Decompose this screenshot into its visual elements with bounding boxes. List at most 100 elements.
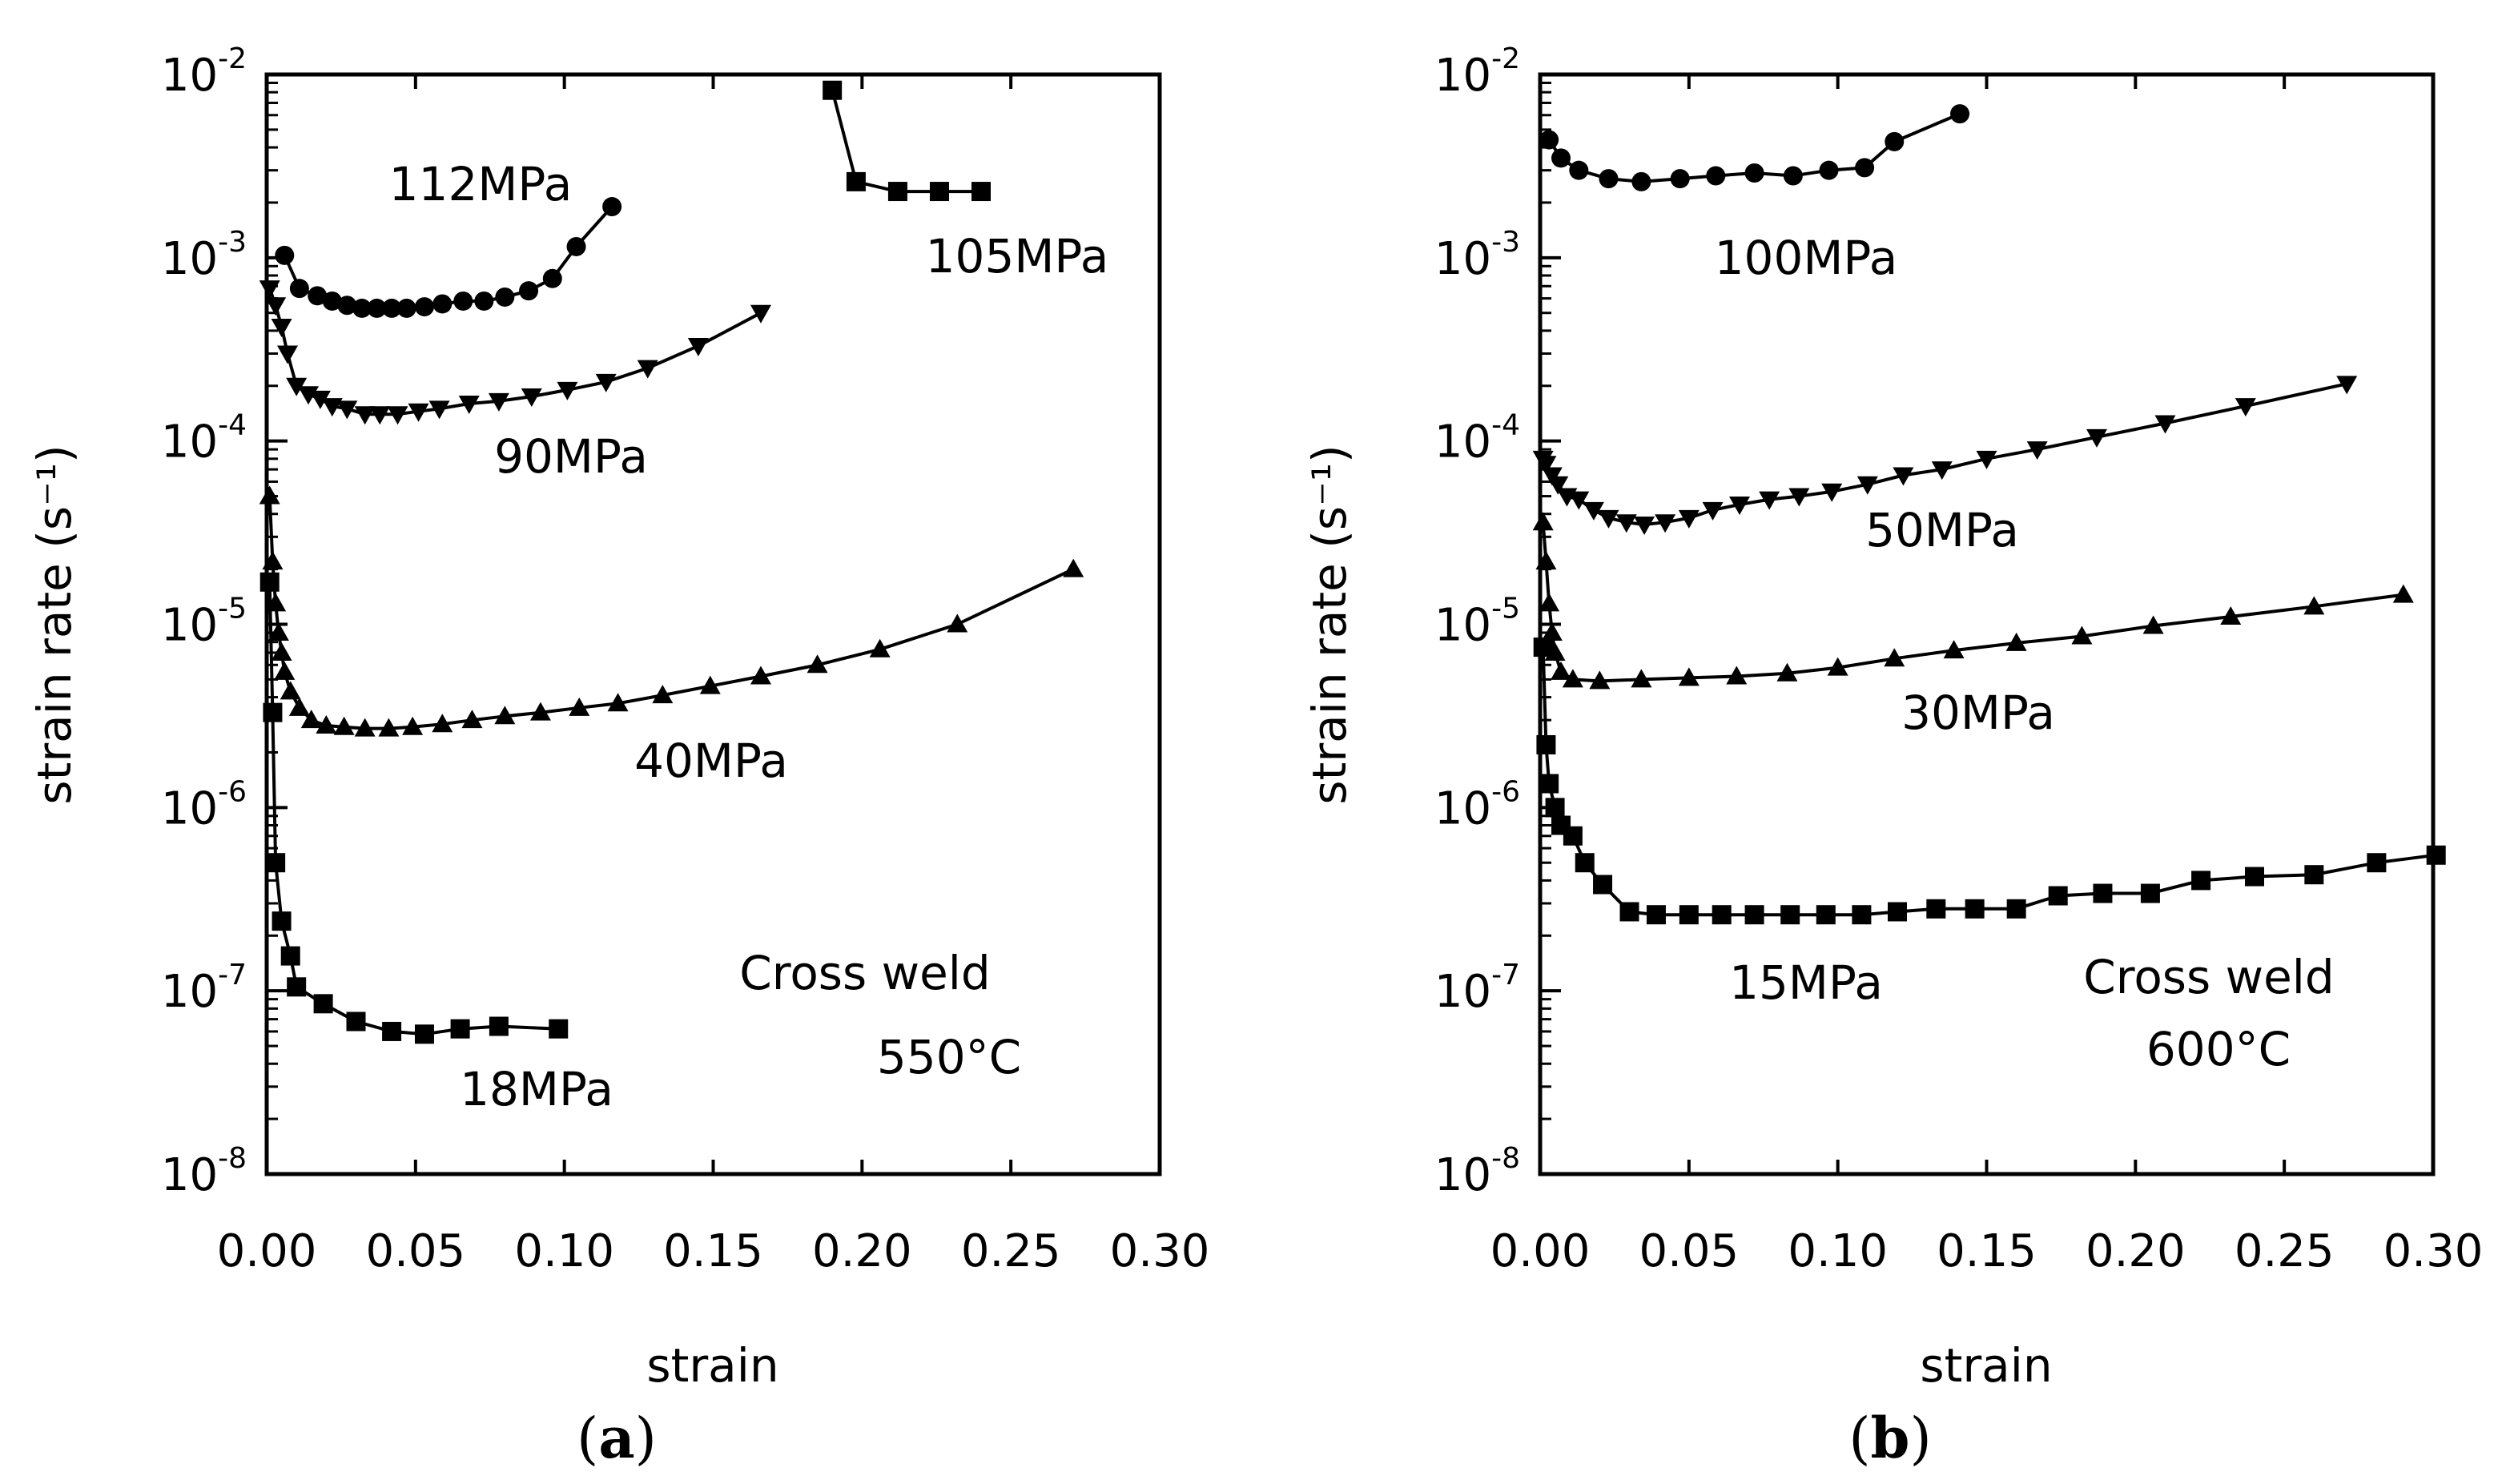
data-point-40mpa-13 (402, 716, 424, 735)
data-point-40mpa-1 (262, 551, 284, 570)
data-point-15mpa-23 (2191, 871, 2211, 891)
panel-label-a: (a) (577, 1405, 657, 1471)
data-point-15mpa-20 (2048, 886, 2068, 906)
data-point-100mpa-4 (1631, 171, 1651, 191)
series-line-90mpa (267, 288, 762, 416)
series-label-112mpa: 112MPa (389, 157, 573, 211)
data-point-50mpa-6 (1583, 501, 1604, 521)
data-point-90mpa-16 (521, 388, 542, 408)
data-point-90mpa-4 (286, 377, 308, 396)
data-point-90mpa-19 (637, 360, 658, 379)
data-point-30mpa-0 (1532, 512, 1554, 531)
data-point-112mpa-2 (308, 286, 328, 306)
data-point-30mpa-20 (2392, 584, 2414, 603)
data-point-90mpa-18 (595, 373, 617, 392)
data-point-40mpa-9 (316, 715, 337, 734)
data-point-50mpa-14 (1759, 491, 1780, 510)
data-point-18mpa-9 (414, 1024, 434, 1044)
data-point-50mpa-15 (1788, 488, 1810, 507)
data-point-15mpa-0 (1533, 637, 1553, 658)
data-point-50mpa-13 (1729, 497, 1751, 516)
data-point-50mpa-12 (1702, 501, 1724, 521)
x-tick-label-b-0: 0.00 (1490, 1225, 1591, 1277)
data-point-90mpa-3 (277, 345, 299, 364)
series-label-30mpa: 30MPa (1901, 686, 2055, 740)
data-point-30mpa-11 (1776, 662, 1798, 682)
data-point-15mpa-14 (1816, 905, 1836, 925)
plot-frame-b (1538, 72, 2436, 1176)
series-line-40mpa (267, 496, 1075, 730)
data-point-15mpa-10 (1679, 905, 1699, 925)
chart-panel-b: 0.00 0.05 0.10 0.15 0.20 0.25 0.30 10-2 10-3 10-4… (1302, 42, 2483, 1471)
x-tick-label-b-6: 0.30 (2383, 1225, 2484, 1277)
data-point-40mpa-10 (333, 716, 355, 735)
data-point-40mpa-25 (947, 613, 968, 633)
data-point-18mpa-7 (346, 1011, 366, 1032)
data-point-40mpa-16 (494, 706, 516, 725)
y-tick-label-b-6: 10-8 (1434, 1142, 1520, 1201)
data-point-112mpa-16 (566, 236, 586, 256)
data-point-112mpa-12 (474, 291, 494, 311)
y-tick-label-a-2: 10-4 (161, 409, 247, 469)
data-point-90mpa-11 (387, 406, 408, 425)
data-point-50mpa-18 (1893, 467, 1914, 486)
data-point-112mpa-14 (519, 281, 539, 301)
annotation-temperature-a: 550°C (877, 1030, 1021, 1084)
data-point-18mpa-2 (266, 853, 286, 873)
data-point-40mpa-15 (461, 710, 483, 729)
data-point-40mpa-17 (529, 702, 551, 721)
data-point-50mpa-24 (2235, 398, 2256, 417)
data-point-18mpa-1 (263, 702, 283, 722)
data-point-50mpa-21 (2026, 441, 2048, 460)
data-point-18mpa-12 (549, 1019, 569, 1039)
data-point-18mpa-0 (259, 572, 280, 592)
data-point-18mpa-10 (450, 1019, 470, 1039)
data-point-15mpa-22 (2140, 883, 2160, 903)
y-tick-label-a-5: 10-7 (161, 959, 247, 1018)
data-point-15mpa-3 (1545, 798, 1565, 818)
data-point-18mpa-4 (280, 946, 300, 966)
y-tick-label-b-4: 10-6 (1434, 775, 1520, 834)
data-point-90mpa-8 (336, 400, 358, 420)
data-point-100mpa-0 (1539, 130, 1559, 150)
data-point-100mpa-7 (1744, 163, 1764, 183)
x-axis-title-b: strain (1920, 1338, 2052, 1393)
data-point-50mpa-9 (1634, 516, 1655, 535)
data-point-15mpa-17 (1926, 899, 1946, 919)
data-point-40mpa-22 (750, 666, 771, 685)
data-point-30mpa-17 (2142, 615, 2164, 634)
data-point-90mpa-12 (408, 403, 429, 422)
data-point-30mpa-5 (1551, 661, 1572, 680)
data-point-112mpa-1 (289, 279, 309, 299)
data-point-40mpa-24 (869, 638, 891, 658)
y-axis-title-a: strain rate (s⁻¹) (27, 444, 82, 804)
data-point-100mpa-10 (1855, 158, 1875, 178)
data-point-105mpa-2 (887, 182, 907, 202)
data-point-15mpa-5 (1563, 826, 1583, 846)
data-point-40mpa-20 (652, 685, 674, 704)
data-point-30mpa-1 (1535, 551, 1557, 570)
data-point-112mpa-4 (337, 296, 357, 316)
data-point-50mpa-7 (1598, 509, 1619, 529)
x-tick-label-b-5: 0.25 (2235, 1225, 2335, 1277)
data-point-15mpa-12 (1744, 905, 1764, 925)
data-point-100mpa-11 (1885, 131, 1905, 151)
data-point-15mpa-24 (2245, 867, 2264, 887)
data-point-90mpa-21 (750, 304, 771, 324)
panel-letter-b: b (1871, 1405, 1910, 1471)
chart-panel-a: 0.00 0.05 0.10 0.15 0.20 0.25 0.30 10-2 10-3 10-4… (27, 42, 1209, 1471)
x-tick-label-a-1: 0.05 (365, 1225, 465, 1277)
data-point-112mpa-10 (432, 294, 453, 314)
data-point-112mpa-0 (275, 245, 295, 265)
series-label-18mpa: 18MPa (460, 1062, 613, 1116)
data-point-112mpa-6 (367, 298, 387, 318)
data-point-100mpa-3 (1599, 169, 1619, 189)
axes-b: 0.00 0.05 0.10 0.15 0.20 0.25 0.30 10-2 10-3 10-4… (1434, 42, 2484, 1277)
data-point-50mpa-1 (1535, 456, 1557, 475)
data-point-50mpa-5 (1568, 491, 1590, 510)
x-tick-label-b-3: 0.15 (1937, 1225, 2037, 1277)
data-point-112mpa-8 (396, 298, 416, 318)
data-point-90mpa-17 (557, 381, 578, 400)
data-point-112mpa-3 (322, 291, 342, 311)
